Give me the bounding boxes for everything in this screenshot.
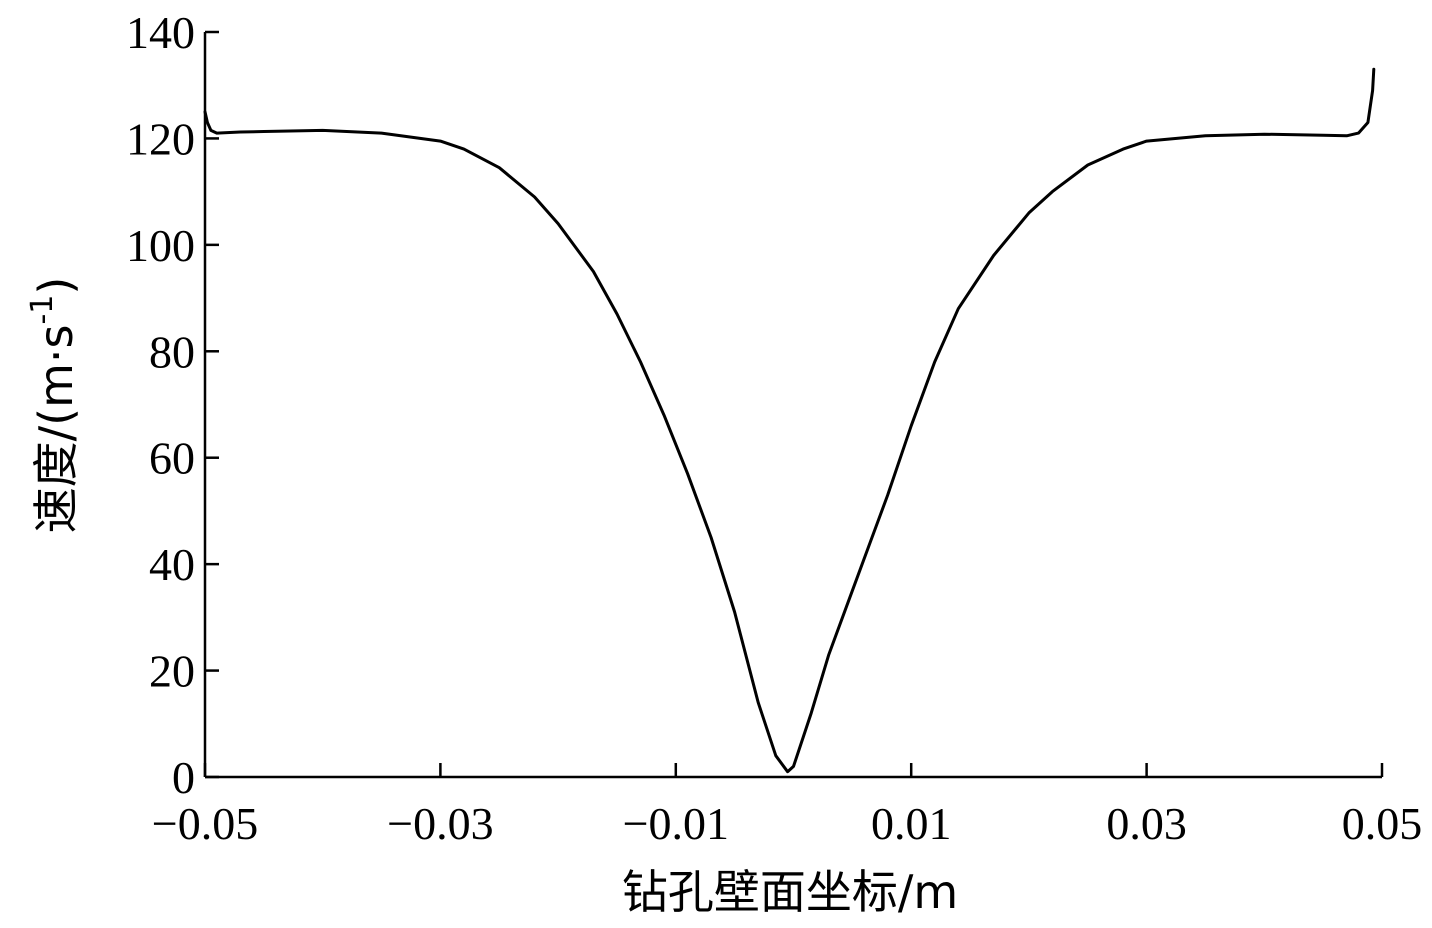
y-tick-label: 20 [149, 646, 195, 697]
x-axis-title: 钻孔壁面坐标/m [622, 865, 958, 919]
y-tick-label: 60 [149, 433, 195, 484]
y-tick-label: 80 [149, 326, 195, 377]
x-tick-label: 0.05 [1342, 798, 1423, 849]
x-tick-label: −0.05 [152, 798, 258, 849]
x-tick-label: 0.03 [1106, 798, 1187, 849]
y-tick-label: 120 [126, 113, 195, 164]
y-ticks: 0 20 40 60 80 100 120 140 [126, 7, 219, 803]
y-tick-label: 0 [172, 752, 195, 803]
x-tick-label: −0.01 [623, 798, 729, 849]
x-tick-label: −0.03 [387, 798, 493, 849]
y-axis-title-superscript: -1 [25, 295, 60, 325]
x-tick-label: 0.01 [871, 798, 952, 849]
y-axis-title-main: 速度/(m·s [29, 325, 83, 534]
axes [203, 32, 1382, 779]
series-group [203, 67, 1376, 774]
y-tick-label: 140 [126, 7, 195, 58]
y-tick-label: 100 [126, 220, 195, 271]
y-tick-label: 40 [149, 539, 195, 590]
y-axis-title: 速度/(m·s-1) [25, 277, 83, 534]
y-axis-title-text: 速度/(m·s-1) [25, 277, 83, 534]
y-axis-title-close: ) [29, 277, 83, 295]
velocity-series-line [203, 67, 1376, 774]
x-ticks: −0.05 −0.03 −0.01 0.01 0.03 0.05 [152, 763, 1422, 849]
